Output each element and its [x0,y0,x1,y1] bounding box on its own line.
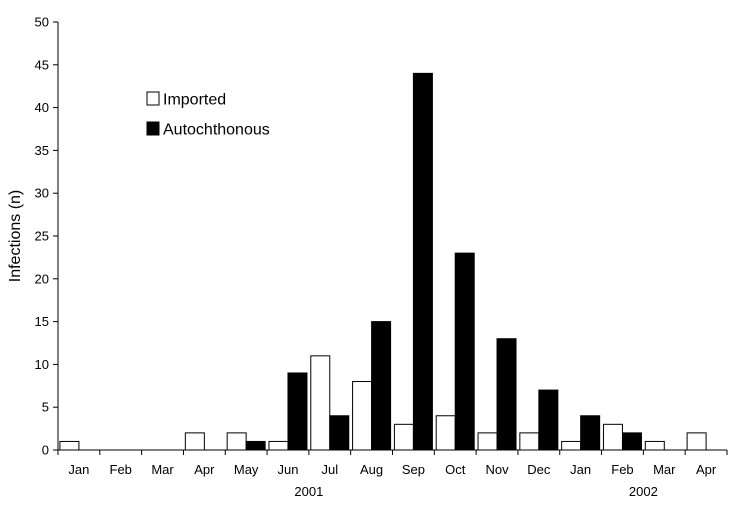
bar-autochthonous [371,321,392,451]
bar-imported [602,423,623,451]
bar-autochthonous [454,252,475,451]
y-tick-label: 40 [35,100,49,115]
y-tick-label: 0 [42,443,49,458]
bar-imported [352,381,373,451]
bar-imported [519,432,540,451]
bar-autochthonous [580,415,601,451]
x-tick-label: Mar [653,462,676,477]
y-tick-label: 15 [35,314,49,329]
x-year-label: 2002 [629,484,658,499]
y-tick-label: 50 [35,15,49,30]
y-axis-title: Infections (n) [7,190,24,282]
y-tick-label: 20 [35,271,49,286]
bar-imported [310,355,331,451]
x-tick-label: Sep [402,462,425,477]
bar-autochthonous [245,440,266,451]
x-tick-label: Nov [485,462,509,477]
y-tick-label: 45 [35,57,49,72]
legend-label-autochthonous: Autochthonous [163,122,270,139]
bar-imported [59,440,80,451]
bar-autochthonous [538,389,559,451]
x-tick-label: May [234,462,259,477]
x-tick-label: Jan [570,462,591,477]
x-tick-label: Oct [445,462,466,477]
y-tick-label: 10 [35,357,49,372]
y-tick-label: 25 [35,229,49,244]
bar-imported [644,440,665,451]
bar-autochthonous [329,415,350,451]
bar-imported [561,440,582,451]
legend-label-imported: Imported [163,92,226,109]
legend-swatch-imported [146,91,160,106]
x-tick-label: Dec [527,462,551,477]
x-tick-label: Apr [696,462,717,477]
x-tick-label: Jul [321,462,338,477]
bar-imported [435,415,456,451]
bar-imported [268,440,289,451]
bar-imported [393,423,414,451]
bar-imported [686,432,707,451]
x-tick-label: Apr [194,462,215,477]
y-tick-label: 35 [35,143,49,158]
bars [59,72,707,451]
bar-autochthonous [412,72,433,451]
x-tick-label: Feb [110,462,132,477]
bar-autochthonous [496,338,517,451]
x-tick-label: Mar [151,462,174,477]
bar-imported [184,432,205,451]
bar-autochthonous [621,432,642,451]
bar-imported [226,432,247,451]
bar-autochthonous [287,372,308,451]
x-tick-label: Jan [68,462,89,477]
y-tick-label: 5 [42,400,49,415]
x-tick-label: Aug [360,462,383,477]
y-tick-label: 30 [35,186,49,201]
y-axis: 0 5 10 15 20 25 30 35 40 45 50 [35,15,59,458]
legend-swatch-autochthonous [146,121,160,136]
legend: Imported Autochthonous [146,91,270,139]
x-axis: Jan Feb Mar Apr May Jun Jul Aug Sep Oct Nov Dec Jan F… [57,449,728,499]
x-tick-label: Feb [611,462,633,477]
x-year-label: 2001 [294,484,323,499]
x-tick-label: Jun [277,462,298,477]
bar-imported [477,432,498,451]
